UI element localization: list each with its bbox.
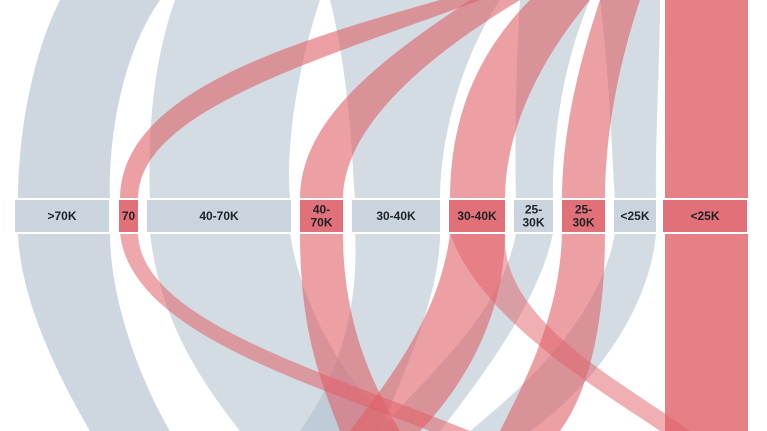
node-label: 70K <box>310 216 332 230</box>
node-label: <25K <box>620 209 649 223</box>
red-flow-lower <box>450 233 690 431</box>
node-box <box>13 198 111 234</box>
gray-flow-lower <box>18 233 170 431</box>
red-flow-upper <box>120 0 480 199</box>
node-label: 40- <box>313 203 330 217</box>
node-label: 25- <box>525 203 542 217</box>
red-flow-upper <box>562 0 640 199</box>
red-flows <box>120 0 748 431</box>
node-box <box>350 198 442 234</box>
node-label: 25- <box>575 203 592 217</box>
node-label: 30K <box>522 216 544 230</box>
node-label: 30-40K <box>457 209 497 223</box>
red-flow-lower <box>350 233 505 431</box>
node-box <box>447 198 507 234</box>
node-label: 30K <box>572 216 594 230</box>
red-flow-upper <box>450 0 590 199</box>
node-label: >70K <box>47 209 76 223</box>
node-label: 30-40K <box>376 209 416 223</box>
node-box <box>298 198 345 234</box>
node-label: 40-70K <box>199 209 239 223</box>
red-flow-upper <box>300 0 520 199</box>
gray-flows <box>18 0 660 431</box>
node-label: <25K <box>690 209 719 223</box>
node-label: 70 <box>122 209 136 223</box>
gray-flow-lower <box>470 233 656 431</box>
red-flow-lower <box>300 233 400 431</box>
gray-flow-upper <box>149 0 320 199</box>
node-box <box>661 198 749 234</box>
node-bar: >70K 70 40-70K 40-70K 30-40K 30-40K 25-30K25-3… <box>13 198 749 234</box>
node-box <box>512 198 555 234</box>
node-box <box>145 198 293 234</box>
gray-flow-upper <box>18 0 160 199</box>
node-box <box>560 198 607 234</box>
gray-flow-upper <box>330 0 500 199</box>
node-box <box>612 198 658 234</box>
node-box <box>117 198 140 234</box>
